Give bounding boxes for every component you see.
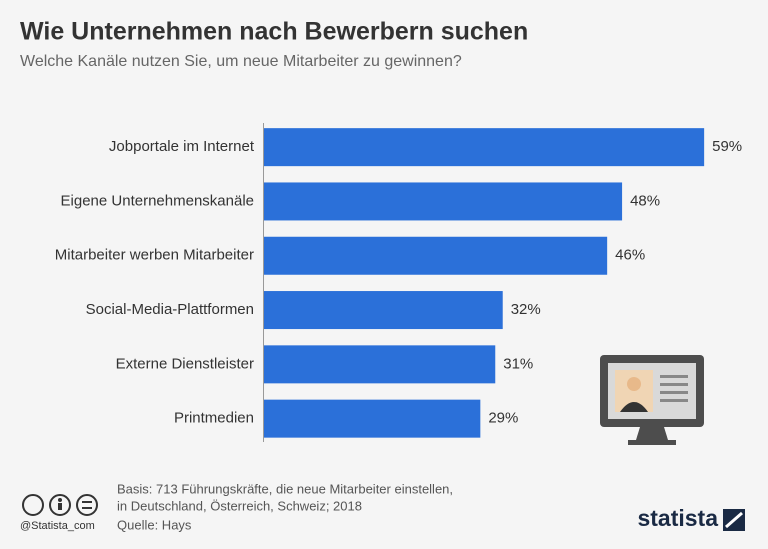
category-label: Externe Dienstleister <box>116 355 254 372</box>
category-label: Jobportale im Internet <box>109 138 255 155</box>
handle: @Statista_com <box>20 520 95 532</box>
value-label: 32% <box>511 301 541 318</box>
category-label: Social-Media-Plattformen <box>86 301 254 318</box>
bar <box>264 291 503 330</box>
license-icons <box>22 494 98 516</box>
brand-logo: statista <box>637 505 718 531</box>
chart-title: Wie Unternehmen nach Bewerbern suchen <box>20 18 528 46</box>
bar <box>264 128 705 167</box>
basis-line: in Deutschland, Österreich, Schweiz; 201… <box>117 498 362 513</box>
basis-line: Basis: 713 Führungskräfte, die neue Mita… <box>117 481 453 496</box>
monitor-icon <box>600 355 704 445</box>
bar <box>264 182 623 221</box>
value-label: 48% <box>630 192 660 209</box>
value-label: 59% <box>712 138 742 155</box>
chart-subtitle: Welche Kanäle nutzen Sie, um neue Mitarb… <box>20 53 462 70</box>
category-label: Mitarbeiter werben Mitarbeiter <box>55 247 254 264</box>
bar <box>264 345 496 384</box>
bar <box>264 236 608 275</box>
value-label: 29% <box>488 410 518 427</box>
bar <box>264 399 481 438</box>
brand-mark <box>723 509 745 531</box>
source: Quelle: Hays <box>117 517 192 532</box>
category-label: Printmedien <box>174 410 254 427</box>
category-label: Eigene Unternehmenskanäle <box>61 192 254 209</box>
value-label: 31% <box>503 355 533 372</box>
value-label: 46% <box>615 247 645 264</box>
